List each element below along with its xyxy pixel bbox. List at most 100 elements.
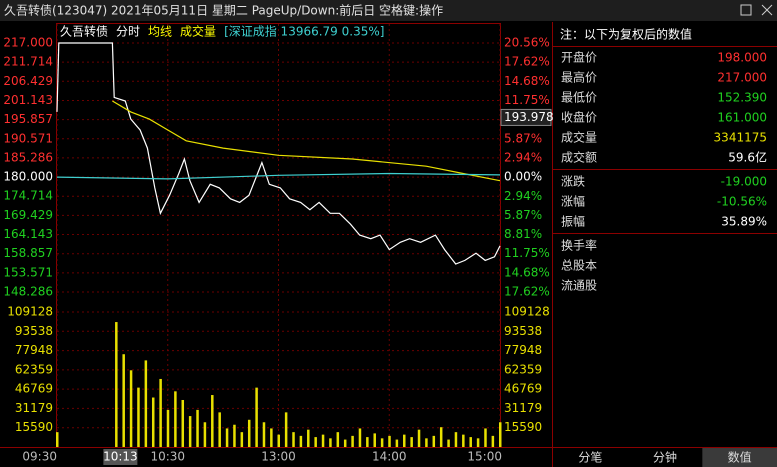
- volume-bar: [469, 437, 472, 447]
- volume-bar: [454, 432, 458, 447]
- title-bar: [0, 0, 777, 21]
- volume-bar: [240, 432, 244, 447]
- y-tick-label: 201.143: [3, 93, 53, 107]
- y2-tick-label: 17.62%: [504, 55, 550, 69]
- cursor-time: 10:13: [103, 450, 138, 464]
- volume-bar: [225, 428, 229, 447]
- y2-tick-label: 0.00%: [504, 170, 542, 184]
- volume-bar: [476, 438, 480, 447]
- volume-bar: [56, 432, 59, 447]
- y-tick-label: 169.429: [3, 208, 53, 222]
- volume-bar: [314, 437, 317, 447]
- volume-bar: [329, 438, 332, 447]
- row-value: 152.390: [717, 91, 767, 105]
- y2-tick-label: 5.87%: [504, 208, 542, 222]
- price-line: [56, 172, 501, 180]
- volume-bar: [447, 439, 450, 447]
- row-label: 振幅: [561, 214, 585, 229]
- volume-bar: [395, 439, 399, 447]
- close-button[interactable]: [761, 4, 773, 16]
- y2-tick-label: 11.75%: [504, 246, 550, 260]
- volume-bar: [425, 438, 428, 447]
- volume-bar: [336, 432, 340, 447]
- volume-bar: [137, 387, 140, 447]
- y2-tick-label: 2.94%: [504, 150, 542, 164]
- volume-tick-label-right: 31179: [504, 401, 542, 415]
- volume-bar: [388, 435, 391, 447]
- volume-tick-label: 93538: [15, 324, 53, 338]
- row-value: -10.56%: [717, 195, 767, 209]
- volume-bar: [115, 322, 118, 447]
- tab[interactable]: 分笔: [578, 450, 602, 465]
- y2-tick-label: 14.68%: [504, 265, 550, 279]
- volume-bar: [188, 416, 192, 447]
- maximize-button[interactable]: [740, 4, 752, 16]
- x-tick-label: 15:00: [467, 450, 502, 464]
- x-tick-label: 14:00: [372, 450, 407, 464]
- volume-bar: [321, 434, 325, 447]
- row-label: 换手率: [561, 238, 597, 253]
- volume-bar: [203, 422, 207, 447]
- volume-bar: [499, 422, 502, 447]
- row-value: 217.000: [717, 71, 767, 85]
- volume-tick-label-right: 46769: [504, 382, 542, 396]
- y-tick-label: 180.000: [3, 170, 53, 184]
- panel-note: 注：以下为复权后的数值: [560, 27, 692, 42]
- row-label: 成交量: [561, 130, 597, 145]
- row-label: 涨幅: [561, 194, 585, 209]
- y-tick-label: 153.571: [3, 265, 53, 279]
- volume-bar: [270, 428, 273, 447]
- volume-bar: [151, 397, 155, 447]
- legend-item: 久吾转债: [60, 24, 108, 39]
- chart: 久吾转债 分时 均线 成交量 [深证成指 13966.79 0.35%] 217.000 2…: [3, 24, 554, 465]
- row-value: 35.89%: [721, 215, 767, 229]
- y2-tick-label: 11.75%: [504, 93, 550, 107]
- y2-tick-label: 14.68%: [504, 74, 550, 88]
- tab[interactable]: 分钟: [653, 450, 677, 465]
- row-value: 161.000: [717, 111, 767, 125]
- y-tick-label: 190.571: [3, 131, 53, 145]
- y-tick-label: 158.857: [3, 246, 53, 260]
- y-tick-label: 206.429: [3, 74, 53, 88]
- volume-tick-label: 62359: [15, 362, 53, 376]
- volume-bar: [432, 435, 436, 447]
- volume-bar: [462, 434, 465, 447]
- volume-bar: [247, 419, 251, 447]
- legend-item: 均线: [148, 25, 172, 39]
- volume-bar: [417, 429, 421, 447]
- volume-bar: [299, 435, 303, 447]
- volume-bar: [292, 432, 295, 447]
- volume-tick-label: 46769: [15, 382, 53, 396]
- y-tick-label: 217.000: [3, 36, 53, 50]
- volume-tick-label-right: 62359: [504, 362, 542, 376]
- y2-tick-label: 2.94%: [504, 189, 542, 203]
- x-tick-label: 09:30: [22, 450, 57, 464]
- y-tick-label: 185.286: [3, 150, 53, 164]
- volume-bar: [144, 360, 148, 447]
- y-tick-label: 174.714: [3, 189, 53, 203]
- row-label: 开盘价: [561, 50, 597, 65]
- y2-tick-label: 8.81%: [504, 227, 542, 241]
- tab-active-bg: [702, 448, 777, 467]
- row-label: 收盘价: [561, 110, 597, 125]
- volume-bar: [159, 378, 162, 447]
- tab[interactable]: 数值: [728, 450, 752, 465]
- row-label: 流通股: [561, 279, 597, 293]
- cursor-value-box: [500, 108, 552, 126]
- price-line: [56, 42, 501, 265]
- volume-bar: [255, 387, 258, 447]
- volume-bar: [129, 370, 133, 447]
- y2-tick-label: 5.87%: [504, 131, 542, 145]
- legend-item: 成交量: [180, 24, 216, 39]
- row-value: 3341175: [714, 131, 767, 145]
- volume-bar: [233, 424, 236, 447]
- volume-tick-label: 15590: [15, 420, 53, 434]
- volume-bar: [491, 435, 495, 447]
- window-title: 久吾转债(123047) 2021年05月11日 星期二 PageUp/Down…: [4, 3, 443, 18]
- volume-bar: [307, 429, 310, 447]
- volume-bar: [181, 399, 185, 447]
- x-tick-label: 10:30: [150, 450, 185, 464]
- y2-tick-label: 17.62%: [504, 285, 550, 299]
- legend-item: 分时: [116, 25, 140, 39]
